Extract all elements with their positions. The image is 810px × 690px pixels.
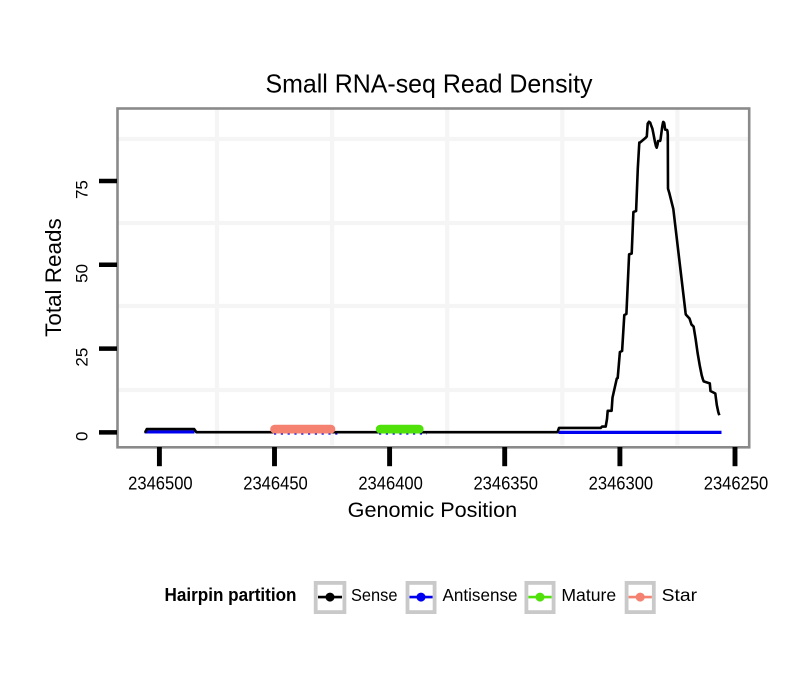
svg-text:2346300: 2346300	[589, 474, 654, 494]
svg-text:0: 0	[72, 432, 91, 441]
svg-text:25: 25	[72, 348, 91, 367]
svg-text:50: 50	[72, 264, 91, 283]
svg-text:Small RNA-seq Read Density: Small RNA-seq Read Density	[266, 69, 593, 99]
svg-text:Star: Star	[662, 585, 698, 605]
svg-text:Mature: Mature	[561, 585, 616, 605]
svg-text:2346450: 2346450	[243, 474, 308, 494]
svg-text:2346350: 2346350	[473, 474, 538, 494]
svg-text:Genomic Position: Genomic Position	[348, 499, 518, 522]
svg-text:Total Reads: Total Reads	[41, 218, 66, 337]
svg-text:2346400: 2346400	[358, 474, 423, 494]
svg-text:2346500: 2346500	[128, 474, 193, 494]
svg-text:Sense: Sense	[351, 585, 398, 605]
svg-text:2346250: 2346250	[704, 474, 769, 494]
svg-text:Antisense: Antisense	[443, 585, 518, 605]
svg-text:75: 75	[72, 180, 91, 199]
svg-text:Hairpin partition: Hairpin partition	[165, 585, 297, 605]
